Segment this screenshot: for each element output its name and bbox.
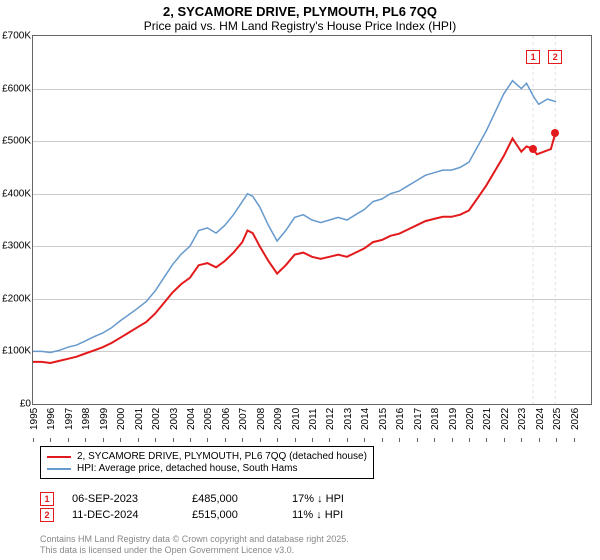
x-axis-label: 2003: [169, 408, 180, 430]
txn-number: 1: [40, 492, 54, 506]
x-axis-label: 2016: [395, 408, 406, 430]
x-axis-label: 2020: [465, 408, 476, 430]
x-axis-label: 2010: [291, 408, 302, 430]
x-axis-label: 2004: [186, 408, 197, 430]
x-axis-label: 2006: [221, 408, 232, 430]
y-axis-label: £100K: [1, 346, 31, 357]
y-axis-label: £300K: [1, 241, 31, 252]
txn-number: 2: [40, 508, 54, 522]
x-axis-label: 2012: [325, 408, 336, 430]
legend: 2, SYCAMORE DRIVE, PLYMOUTH, PL6 7QQ (de…: [40, 446, 374, 479]
y-axis-label: £600K: [1, 83, 31, 94]
legend-swatch: [47, 468, 71, 470]
legend-row: HPI: Average price, detached house, Sout…: [47, 463, 367, 474]
x-axis-label: 2013: [343, 408, 354, 430]
legend-label: 2, SYCAMORE DRIVE, PLYMOUTH, PL6 7QQ (de…: [77, 451, 367, 462]
txn-date: 06-SEP-2023: [72, 493, 192, 505]
x-axis-label: 2025: [552, 408, 563, 430]
x-axis-label: 2001: [134, 408, 145, 430]
txn-price: £515,000: [192, 509, 292, 521]
footer-credits: Contains HM Land Registry data © Crown c…: [40, 534, 349, 556]
x-axis-label: 2017: [413, 408, 424, 430]
legend-row: 2, SYCAMORE DRIVE, PLYMOUTH, PL6 7QQ (de…: [47, 451, 367, 462]
x-axis-label: 2000: [116, 408, 127, 430]
x-axis-label: 2021: [482, 408, 493, 430]
x-axis-label: 1998: [81, 408, 92, 430]
y-axis-label: £700K: [1, 31, 31, 42]
txn-date: 11-DEC-2024: [72, 509, 192, 521]
x-axis-label: 2023: [517, 408, 528, 430]
chart-title-desc: Price paid vs. HM Land Registry's House …: [0, 19, 600, 35]
chart-title-address: 2, SYCAMORE DRIVE, PLYMOUTH, PL6 7QQ: [0, 0, 600, 19]
x-axis-label: 1997: [64, 408, 75, 430]
txn-marker-1: 1: [526, 50, 540, 64]
x-axis-label: 2005: [203, 408, 214, 430]
x-axis-label: 2015: [378, 408, 389, 430]
x-axis-label: 2014: [360, 408, 371, 430]
x-axis-label: 2026: [570, 408, 581, 430]
txn-marker-2: 2: [548, 50, 562, 64]
txn-delta: 11% ↓ HPI: [292, 509, 382, 521]
legend-swatch: [47, 456, 71, 458]
x-axis-label: 2022: [500, 408, 511, 430]
x-axis-label: 2007: [238, 408, 249, 430]
x-axis-label: 1995: [29, 408, 40, 430]
txn-row: 1 06-SEP-2023£485,00017% ↓ HPI: [40, 492, 382, 506]
x-axis-label: 2002: [151, 408, 162, 430]
x-axis-label: 2009: [273, 408, 284, 430]
y-axis-label: £200K: [1, 293, 31, 304]
x-axis-label: 2011: [308, 408, 319, 430]
x-axis-label: 2019: [448, 408, 459, 430]
x-axis-label: 2024: [535, 408, 546, 430]
footer-line2: This data is licensed under the Open Gov…: [40, 545, 349, 556]
txn-row: 2 11-DEC-2024£515,00011% ↓ HPI: [40, 508, 382, 522]
y-axis-label: £500K: [1, 136, 31, 147]
txn-delta: 17% ↓ HPI: [292, 493, 382, 505]
x-axis-label: 1996: [46, 408, 57, 430]
legend-label: HPI: Average price, detached house, Sout…: [77, 463, 298, 474]
transaction-table: 1 06-SEP-2023£485,00017% ↓ HPI 2 11-DEC-202…: [40, 490, 382, 524]
chart-plot-area: £0£100K£200K£300K£400K£500K£600K£700K 12…: [32, 35, 592, 405]
txn-dot-2: [551, 129, 559, 137]
y-axis-label: £400K: [1, 188, 31, 199]
txn-dot-1: [529, 145, 537, 153]
x-axis-label: 1999: [99, 408, 110, 430]
y-axis-label: £0: [1, 399, 31, 410]
txn-price: £485,000: [192, 493, 292, 505]
x-axis-label: 2008: [256, 408, 267, 430]
x-axis-label: 2018: [430, 408, 441, 430]
footer-line1: Contains HM Land Registry data © Crown c…: [40, 534, 349, 545]
